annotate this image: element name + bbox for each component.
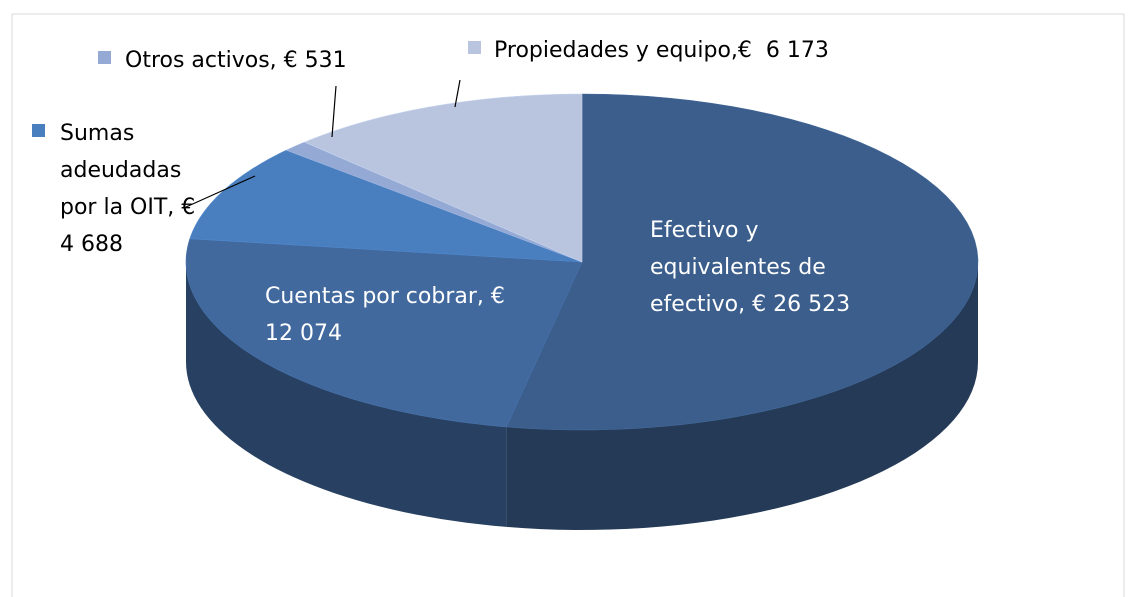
slice (185, 238, 583, 428)
label-line: por la OIT, € (60, 195, 195, 220)
legend-marker (98, 51, 111, 64)
legend-marker (32, 124, 45, 137)
label-line: Sumas (60, 121, 134, 146)
leader-line (454, 79, 461, 108)
slice (285, 141, 583, 263)
slice (303, 93, 583, 263)
label-line: Propiedades y equipo,€ 6 173 (494, 38, 829, 63)
slice (505, 93, 979, 431)
label-line: Cuentas por cobrar, € (265, 284, 505, 309)
label-line: 4 688 (60, 232, 123, 257)
leader-line (185, 175, 256, 208)
data-label: Cuentas por cobrar, € 12 074 (265, 284, 505, 346)
label-line: 12 074 (265, 321, 342, 346)
data-label: Otros activos, € 531 (125, 48, 347, 73)
label-line: Otros activos, € 531 (125, 48, 347, 73)
legend-marker (468, 41, 481, 54)
label-line: Efectivo y (650, 218, 759, 243)
slice-side (186, 262, 507, 527)
label-line: efectivo, € 26 523 (650, 292, 850, 317)
slice (189, 149, 583, 263)
label-line: equivalentes de (650, 255, 826, 280)
leader-line (331, 85, 337, 138)
data-label: Efectivo y equivalentes de efectivo, € 26 … (650, 218, 850, 317)
slice-side (506, 262, 978, 530)
label-line: adeudadas (60, 158, 181, 183)
data-label: Propiedades y equipo,€ 6 173 (494, 38, 829, 63)
data-label: Sumas adeudadas por la OIT, € 4 688 (60, 121, 195, 257)
